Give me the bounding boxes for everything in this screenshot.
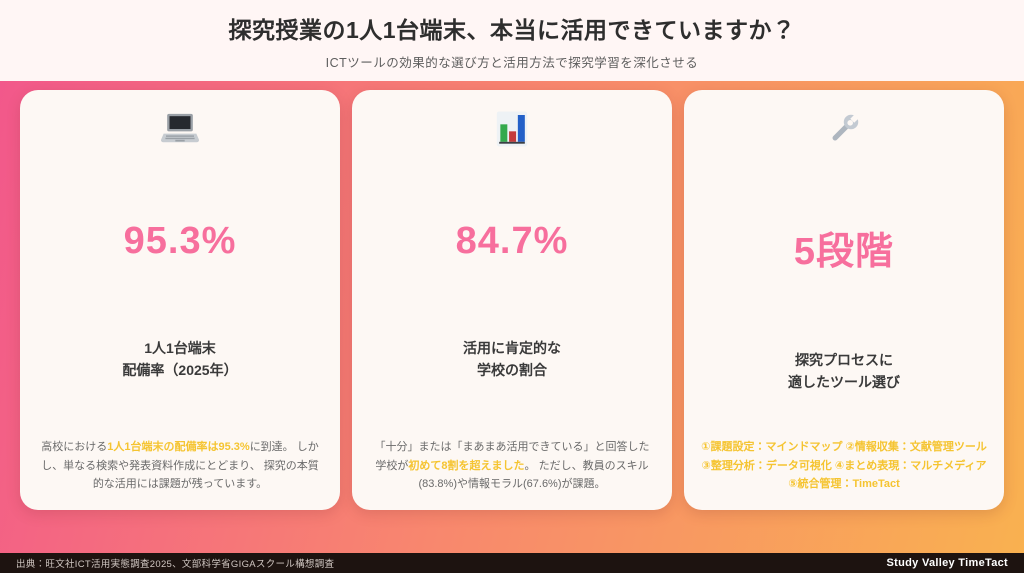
source-citation: 出典：旺文社ICT活用実態調査2025、文部科学省GIGAスクール構想調査 xyxy=(16,559,335,570)
note-highlight: ①課題設定：マインドマップ ②情報収集：文献管理ツール ③整理分析：データ可視化… xyxy=(701,440,987,491)
laptop-icon xyxy=(159,108,201,150)
footer-bar: 出典：旺文社ICT活用実態調査2025、文部科学省GIGAスクール構想調査 St… xyxy=(0,553,1024,573)
brand-logo-text: Study Valley TimeTact xyxy=(886,557,1008,569)
page-subtitle: ICTツールの効果的な選び方と活用方法で探究学習を深化させる xyxy=(325,56,699,70)
card-note: 高校における1人1台端末の配備率は95.3%に到達。 しかし、単なる検索や発表資… xyxy=(36,438,324,494)
note-text: に到達。 しかし、単なる検索や発表資料作成にとどまり、 探究の本質的な活用には課… xyxy=(41,440,319,491)
card-positive-schools: 84.7% 活用に肯定的な 学校の割合 「十分」または「まあまあ活用できている」… xyxy=(352,90,672,510)
caption-line: 活用に肯定的な xyxy=(463,340,561,356)
stat-caption: 活用に肯定的な 学校の割合 xyxy=(463,337,561,382)
card-note: 「十分」または「まあまあ活用できている」と回答した 学校が初めて8割を超えました… xyxy=(368,438,656,494)
card-tool-selection: 5段階 探究プロセスに 適したツール選び ①課題設定：マインドマップ ②情報収集… xyxy=(684,90,1004,510)
caption-line: 配備率（2025年） xyxy=(122,362,238,379)
bar-chart-icon xyxy=(491,108,533,150)
stat-value: 5段階 xyxy=(793,231,895,273)
note-text: 。 ただし、教員のスキル(83.8%)や情報モラル(67.6%)が課題。 xyxy=(418,459,649,491)
caption-line: 適したツール選び xyxy=(788,374,900,391)
note-highlight: 1人1台端末の配備率は95.3% xyxy=(107,440,250,453)
cards-area: 95.3% 1人1台端末 配備率（2025年） 高校における1人1台端末の配備率… xyxy=(0,81,1024,553)
caption-line: 1人1台端末 xyxy=(144,340,216,356)
stat-value: 95.3% xyxy=(123,220,237,262)
note-text: 「十分」または「まあまあ活用できている」と回答した 学校が xyxy=(374,440,650,472)
stat-caption: 1人1台端末 配備率（2025年） xyxy=(122,337,237,382)
card-note: ①課題設定：マインドマップ ②情報収集：文献管理ツール ③整理分析：データ可視化… xyxy=(700,438,988,494)
stat-value: 84.7% xyxy=(455,220,569,262)
wrench-icon xyxy=(823,108,865,150)
page-title: 探究授業の1人1台端末、本当に活用できていますか？ xyxy=(228,17,796,43)
note-text: 高校における xyxy=(41,440,108,453)
caption-line: 探究プロセスに xyxy=(795,352,893,368)
stat-caption: 探究プロセスに 適したツール選び xyxy=(788,349,900,394)
note-highlight: 初めて8割を超えました xyxy=(408,459,525,472)
card-device-rate: 95.3% 1人1台端末 配備率（2025年） 高校における1人1台端末の配備率… xyxy=(20,90,340,510)
header: 探究授業の1人1台端末、本当に活用できていますか？ ICTツールの効果的な選び方… xyxy=(0,0,1024,81)
caption-line: 学校の割合 xyxy=(477,362,547,379)
